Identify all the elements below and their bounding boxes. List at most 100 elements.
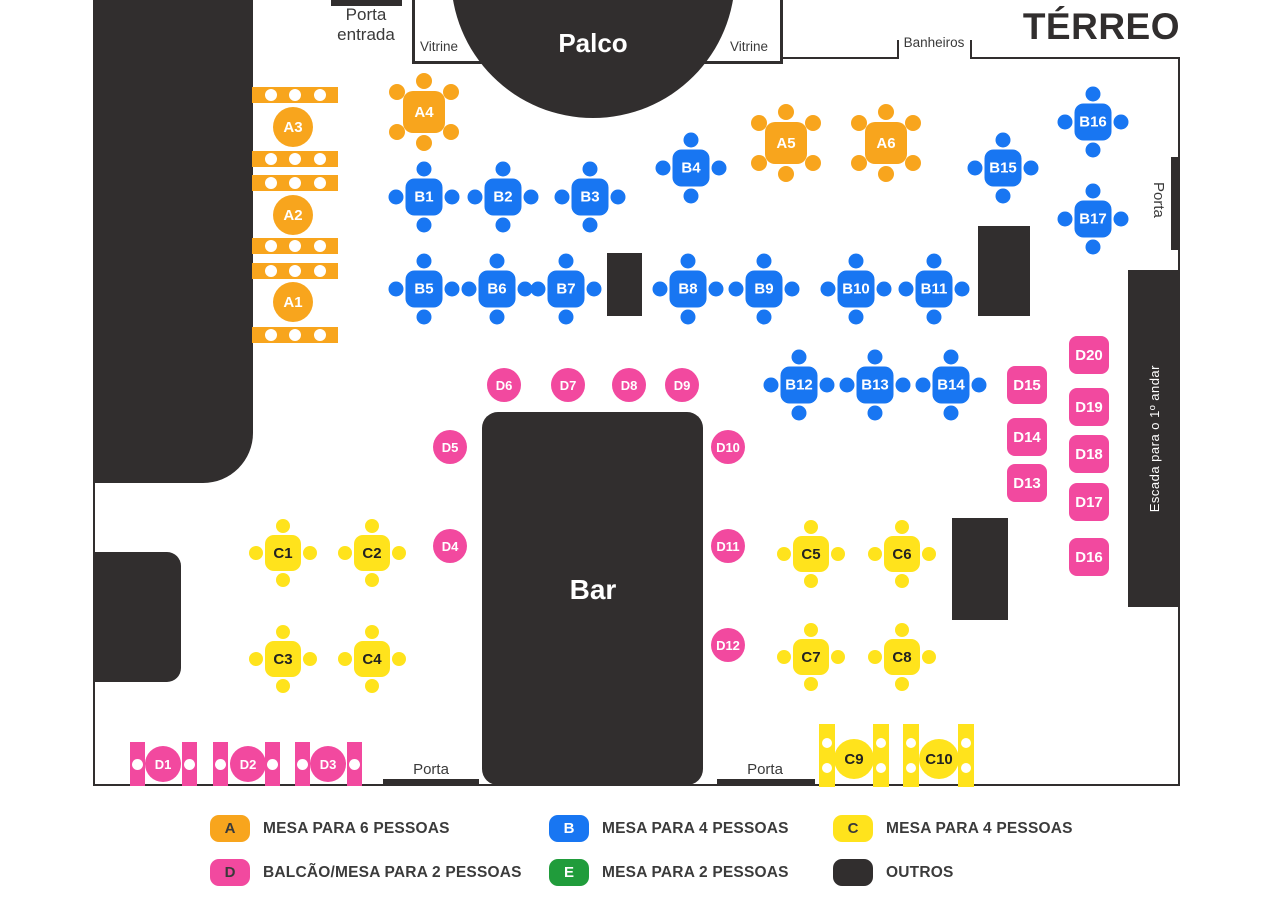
seat-dot: [495, 217, 511, 233]
table-top: C10: [919, 739, 959, 779]
seat-dot: [895, 574, 909, 588]
bench-D3-right: [347, 742, 362, 786]
palco-label: Palco: [558, 28, 628, 58]
seat-dot: [683, 188, 699, 204]
legend-item-c: C MESA PARA 4 PESSOAS: [833, 815, 1073, 842]
seat-dot: [926, 309, 942, 325]
seat-dot: [582, 161, 598, 177]
seat-dot: [1057, 211, 1073, 227]
seat-dot: [898, 281, 914, 297]
seat-dot: [680, 253, 696, 269]
seat-dot: [895, 623, 909, 637]
vitrine-right-label: Vitrine: [729, 39, 768, 54]
seat-dot: [778, 104, 794, 120]
seat-dot: [906, 738, 916, 749]
seat-dot: [586, 281, 602, 297]
porta-bottom-right-label: Porta: [747, 761, 783, 778]
seat-dot: [365, 573, 379, 587]
seat-dot: [822, 762, 832, 773]
seat-dot: [388, 189, 404, 205]
legend-badge-outros: [833, 859, 873, 886]
seat-dot: [303, 652, 317, 666]
pillar-1: [607, 253, 642, 316]
bench-A3-top: [252, 87, 338, 103]
seat-dot: [961, 738, 971, 749]
table-top: B16: [1074, 103, 1112, 141]
table-top: A6: [865, 122, 907, 164]
entrance-door-segment: [331, 0, 402, 6]
seat-dot: [1113, 211, 1129, 227]
bar-block: [482, 412, 703, 785]
seat-dot: [1085, 183, 1101, 199]
seat-dot: [683, 132, 699, 148]
seat-dot: [819, 377, 835, 393]
seat-dot: [922, 547, 936, 561]
seat-dot: [276, 625, 290, 639]
seat-dot: [851, 115, 867, 131]
table-top: B5: [405, 270, 443, 308]
right-door-segment: [1171, 157, 1180, 250]
seat-dot: [289, 265, 301, 277]
seat-dot: [784, 281, 800, 297]
table-top: B12: [780, 366, 818, 404]
table-top: D9: [665, 368, 699, 402]
seat-dot: [943, 405, 959, 421]
table-top: D4: [433, 529, 467, 563]
table-top: B9: [745, 270, 783, 308]
seat-dot: [276, 573, 290, 587]
seat-dot: [848, 309, 864, 325]
legend-badge-a: A: [210, 815, 250, 842]
escada-label: Escada para o 1º andar: [1146, 364, 1162, 513]
seat-dot: [582, 217, 598, 233]
bench-A1-top: [252, 263, 338, 279]
seat-dot: [289, 240, 301, 252]
legend-label-e: MESA PARA 2 PESSOAS: [602, 863, 789, 881]
table-top: B10: [837, 270, 875, 308]
seat-dot: [523, 189, 539, 205]
seat-dot: [416, 73, 432, 89]
seat-dot: [416, 161, 432, 177]
seat-dot: [791, 405, 807, 421]
seat-dot: [971, 377, 987, 393]
banheiros-label: Banheiros: [903, 35, 965, 50]
seat-dot: [338, 652, 352, 666]
seat-dot: [655, 160, 671, 176]
table-top: C1: [265, 535, 301, 571]
table-top: D5: [433, 430, 467, 464]
seat-dot: [895, 677, 909, 691]
table-top: C2: [354, 535, 390, 571]
seat-dot: [791, 349, 807, 365]
seat-dot: [954, 281, 970, 297]
seat-dot: [895, 377, 911, 393]
seat-dot: [961, 762, 971, 773]
seat-dot: [652, 281, 668, 297]
legend-badge-d: D: [210, 859, 250, 886]
table-top: B14: [932, 366, 970, 404]
table-top: A5: [765, 122, 807, 164]
table-top: C6: [884, 536, 920, 572]
seat-dot: [313, 177, 326, 189]
seat-dot: [751, 155, 767, 171]
seat-dot: [1113, 114, 1129, 130]
bottom-door-right-segment: [717, 779, 815, 786]
seat-dot: [249, 546, 263, 560]
table-top: D12: [711, 628, 745, 662]
seat-dot: [804, 677, 818, 691]
bench-C10-right: [958, 724, 974, 787]
table-top: C8: [884, 639, 920, 675]
seat-dot: [489, 309, 505, 325]
seat-dot: [389, 124, 405, 140]
seat-dot: [530, 281, 546, 297]
table-top: A2: [273, 195, 313, 235]
table-top: B8: [669, 270, 707, 308]
seat-dot: [777, 650, 791, 664]
table-top: B7: [547, 270, 585, 308]
seat-dot: [943, 349, 959, 365]
bench-A3-bottom: [252, 151, 338, 167]
palco-stage: [451, 0, 735, 118]
seat-dot: [831, 650, 845, 664]
top-wall-segment-1: [777, 57, 898, 59]
seat-dot: [264, 153, 277, 165]
legend-item-b: B MESA PARA 4 PESSOAS: [549, 815, 789, 842]
seat-dot: [905, 155, 921, 171]
